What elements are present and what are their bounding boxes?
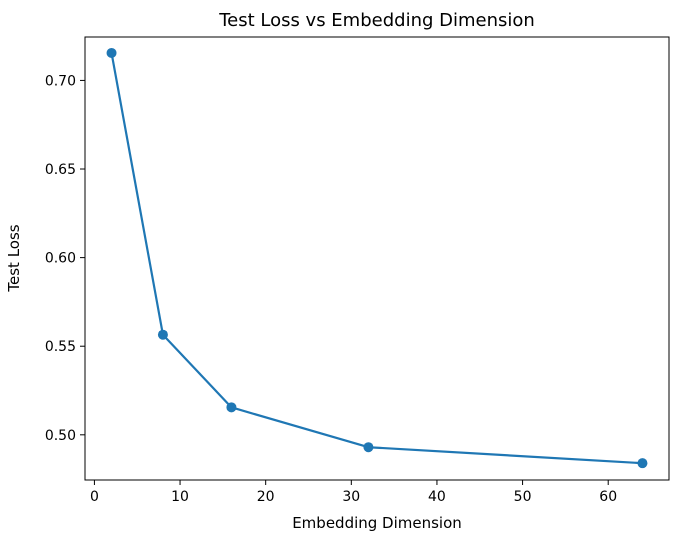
y-tick-label: 0.65 bbox=[45, 162, 76, 178]
x-axis-label: Embedding Dimension bbox=[292, 514, 462, 532]
data-point bbox=[637, 458, 648, 469]
plot-layer bbox=[106, 47, 648, 469]
data-point bbox=[106, 47, 117, 58]
series-line bbox=[110, 52, 643, 465]
data-point bbox=[226, 402, 237, 413]
chart-title: Test Loss vs Embedding Dimension bbox=[218, 10, 535, 31]
y-axis-label: Test Loss bbox=[5, 224, 23, 292]
y-tick-label: 0.70 bbox=[45, 73, 76, 89]
x-tick-label: 30 bbox=[342, 489, 360, 505]
x-tick-label: 50 bbox=[514, 489, 532, 505]
y-tick-label: 0.50 bbox=[45, 428, 76, 444]
data-point bbox=[157, 329, 168, 340]
data-point bbox=[363, 442, 374, 453]
x-tick-label: 20 bbox=[257, 489, 275, 505]
x-tick-label: 10 bbox=[171, 489, 189, 505]
x-tick-label: 60 bbox=[599, 489, 617, 505]
x-tick-label: 40 bbox=[428, 489, 446, 505]
y-tick-label: 0.55 bbox=[45, 339, 76, 355]
plot-frame bbox=[84, 36, 670, 481]
axes-layer: 0 10 20 30 40 50 60 0.50 0.55 0.60 0.65 0.70 bbox=[45, 36, 670, 505]
y-tick-label: 0.60 bbox=[45, 251, 76, 267]
x-tick-label: 0 bbox=[90, 489, 99, 505]
